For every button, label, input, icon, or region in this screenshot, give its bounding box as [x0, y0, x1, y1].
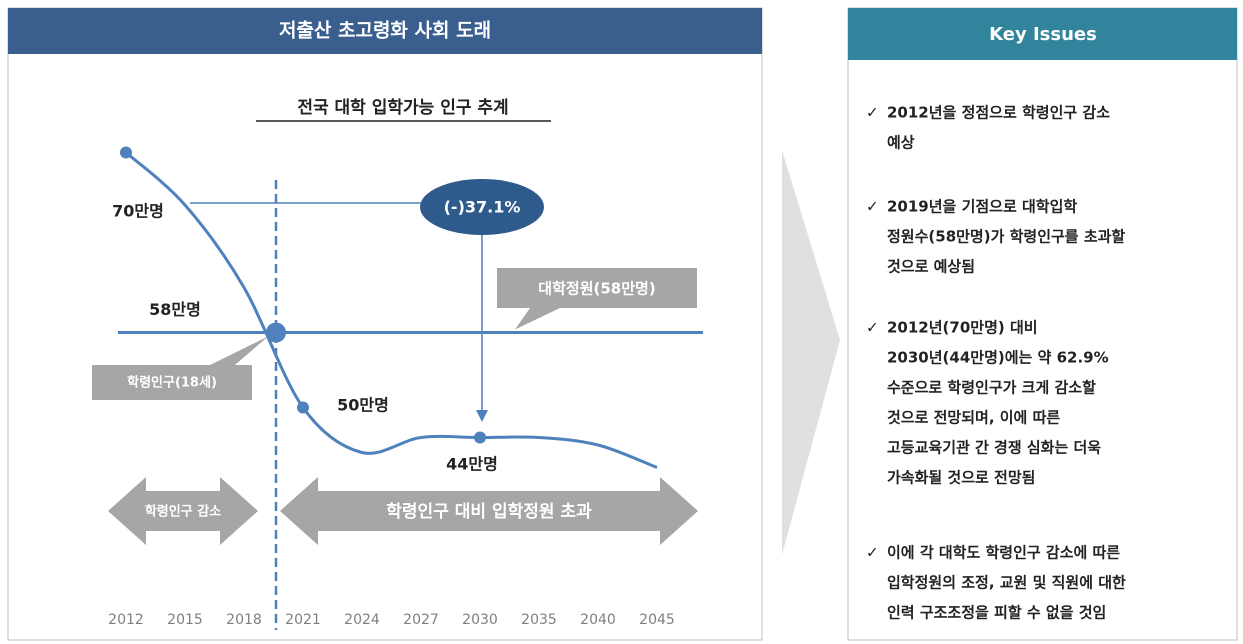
reference-label: 58만명 [149, 300, 201, 319]
issue-line: 이에 각 대학도 학령인구 감소에 따른 [887, 544, 1120, 562]
issue-line: 가속화될 것으로 전망됨 [887, 469, 1035, 487]
callout [497, 268, 697, 330]
change-badge [420, 179, 544, 235]
issue-line: 고등교육기관 간 경쟁 심화는 더욱 [887, 439, 1101, 457]
data-point [474, 431, 486, 444]
callout-label: 대학정원(58만명) [538, 280, 655, 298]
x-tick-label: 2018 [226, 612, 262, 628]
right-header [848, 8, 1237, 60]
issue-line: 예상 [887, 134, 915, 152]
annotation: (-)37.1% [444, 198, 521, 217]
crossing-point [266, 322, 286, 343]
callout [92, 336, 268, 400]
issue-line: 2030년(44만명)에는 약 62.9% [887, 349, 1109, 367]
x-tick-label: 2015 [167, 612, 203, 628]
annotation: 44만명 [446, 455, 498, 474]
x-tick-label: 2030 [462, 612, 498, 628]
issue-line: 2012년을 정점으로 학령인구 감소 [887, 104, 1110, 122]
issue-line: 것으로 예상됨 [887, 258, 975, 276]
issue-line: 수준으로 학령인구가 크게 감소할 [887, 379, 1096, 397]
issue-line: 인력 구조조정을 피할 수 없을 것임 [887, 604, 1106, 622]
bullet: ✓ [866, 544, 879, 562]
issue-line: 2012년(70만명) 대비 [887, 319, 1038, 337]
left-header [8, 8, 762, 54]
annotation: 70만명 [112, 202, 164, 221]
x-tick-label: 2035 [521, 612, 557, 628]
phase-label: 학령인구 대비 입학정원 초과 [386, 501, 592, 522]
bullet: ✓ [866, 104, 879, 122]
x-tick-label: 2027 [403, 612, 439, 628]
x-tick-label: 2024 [344, 612, 380, 628]
right-panel [847, 7, 1238, 641]
callout-label: 학령인구(18세) [127, 375, 217, 391]
chevron [782, 150, 840, 555]
data-point [297, 401, 309, 414]
arrowhead [476, 410, 488, 422]
issue-line: 2019년을 기점으로 대학입학 [887, 198, 1077, 216]
phase-arrow [280, 477, 698, 545]
left-panel [7, 7, 763, 641]
issue-line: 정원수(58만명)가 학령인구를 초과할 [887, 228, 1125, 246]
bullet: ✓ [866, 198, 879, 216]
x-tick-label: 2012 [108, 612, 144, 628]
key-issues-title: Key Issues [989, 24, 1097, 45]
x-tick-label: 2045 [639, 612, 675, 628]
bullet: ✓ [866, 319, 879, 337]
x-tick-label: 2021 [285, 612, 321, 628]
issue-line: 입학정원의 조정, 교원 및 직원에 대한 [887, 574, 1126, 592]
data-point [120, 146, 132, 159]
phase-arrow [108, 477, 258, 545]
line-series [125, 151, 658, 469]
issue-line: 것으로 전망되며, 이에 따른 [887, 409, 1060, 427]
phase-label: 학령인구 감소 [145, 504, 221, 520]
chart-title: 전국 대학 입학가능 인구 추계 [297, 98, 508, 118]
x-tick-label: 2040 [580, 612, 616, 628]
panel-title: 저출산 초고령화 사회 도래 [279, 20, 491, 42]
annotation: 50만명 [337, 396, 389, 415]
